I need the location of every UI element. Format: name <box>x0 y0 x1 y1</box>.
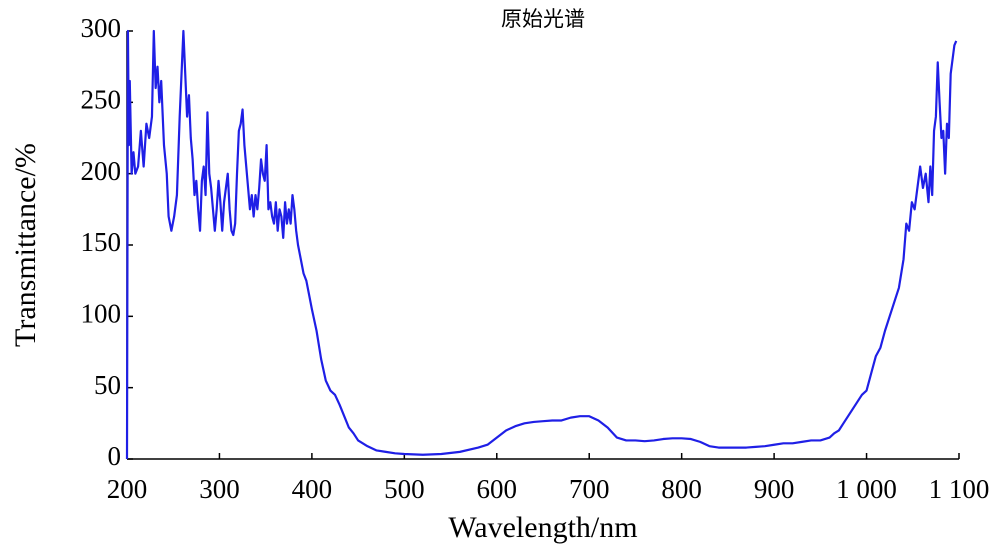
x-tick-label: 900 <box>754 474 795 504</box>
x-tick-label: 400 <box>292 474 333 504</box>
y-tick-label: 50 <box>94 370 121 400</box>
y-tick-label: 300 <box>81 13 122 43</box>
y-tick-label: 250 <box>81 85 122 115</box>
y-tick-label: 150 <box>81 227 122 257</box>
y-tick-label: 100 <box>81 299 122 329</box>
x-tick-label: 1 100 <box>929 474 990 504</box>
x-tick-label: 600 <box>477 474 518 504</box>
y-tick-label: 0 <box>108 441 122 471</box>
y-tick-label: 200 <box>81 156 122 186</box>
x-tick-label: 1 000 <box>836 474 897 504</box>
x-tick-label: 700 <box>569 474 610 504</box>
data-line <box>125 29 958 460</box>
chart-title: 原始光谱 <box>501 7 585 31</box>
x-tick-label: 300 <box>199 474 240 504</box>
x-axis-label: Wavelength/nm <box>448 511 637 544</box>
x-tick-label: 500 <box>384 474 425 504</box>
y-axis-label: Transmittance/% <box>9 143 42 347</box>
x-tick-label: 800 <box>661 474 702 504</box>
x-tick-label: 200 <box>107 474 148 504</box>
